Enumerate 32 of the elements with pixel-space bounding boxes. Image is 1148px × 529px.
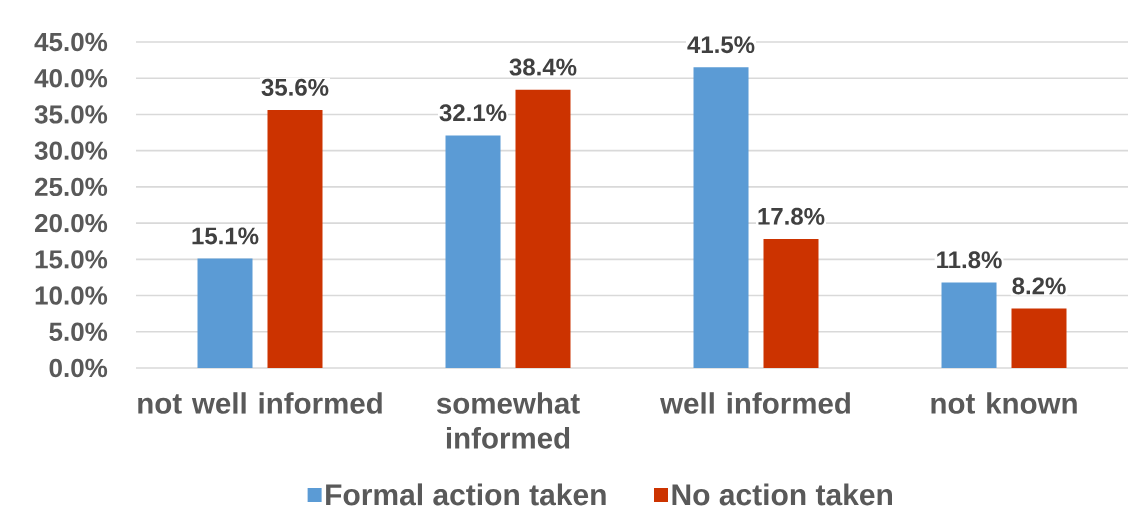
bar — [1011, 308, 1067, 368]
y-tick-label: 30.0% — [34, 141, 108, 160]
x-tick-label: well informed — [660, 392, 850, 414]
y-tick-label: 40.0% — [34, 69, 108, 88]
data-label: 8.2% — [1012, 277, 1066, 295]
legend-label: Formal action taken — [326, 483, 606, 506]
y-tick-label: 20.0% — [34, 213, 108, 233]
y-tick-label: 5.0% — [49, 322, 108, 341]
bar — [763, 239, 819, 368]
y-tick-label: 25.0% — [34, 177, 108, 197]
bar — [197, 258, 253, 368]
x-tick-label: not well informed — [138, 392, 382, 414]
bar — [445, 135, 501, 368]
bar — [267, 110, 323, 368]
data-label: 17.8% — [758, 207, 825, 225]
data-label: 11.8% — [937, 251, 1002, 269]
y-tick-label: 35.0% — [34, 105, 108, 124]
x-tick-label: not known — [931, 392, 1077, 414]
bar — [941, 282, 997, 368]
bar — [515, 89, 571, 368]
data-label: 35.6% — [261, 78, 329, 96]
y-tick-label: 45.0% — [34, 32, 108, 52]
y-tick-label: 15.0% — [35, 250, 108, 269]
bar — [693, 67, 749, 368]
legend-label: No action taken — [672, 483, 892, 506]
y-tick-label: 10.0% — [35, 286, 108, 305]
data-label: 32.1% — [439, 104, 507, 122]
y-tick-label: 0.0% — [49, 358, 108, 378]
data-label: 38.4% — [509, 58, 577, 76]
data-label: 41.5% — [687, 36, 755, 54]
x-tick-label: somewhat informed — [436, 392, 580, 449]
data-label: 15.1% — [192, 227, 259, 245]
